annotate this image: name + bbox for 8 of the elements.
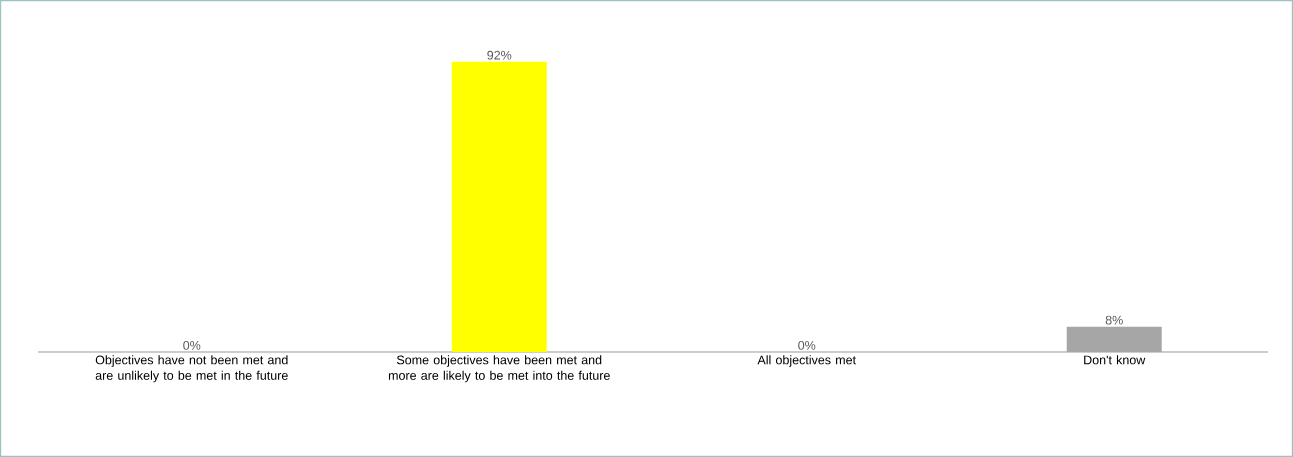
- x-tick-label: All objectives met: [757, 355, 856, 367]
- x-tick-label: Objectives have not been met and are unlikely to be met in the future: [95, 355, 288, 383]
- data-label: 92%: [487, 50, 512, 60]
- data-label: 0%: [798, 340, 816, 350]
- x-tick-label: Don't know: [1084, 355, 1146, 365]
- x-tick-label: Some objectives have been met and more are likely to be met into the future: [388, 355, 610, 383]
- data-label: 8%: [1105, 315, 1123, 325]
- data-label: 0%: [183, 340, 201, 350]
